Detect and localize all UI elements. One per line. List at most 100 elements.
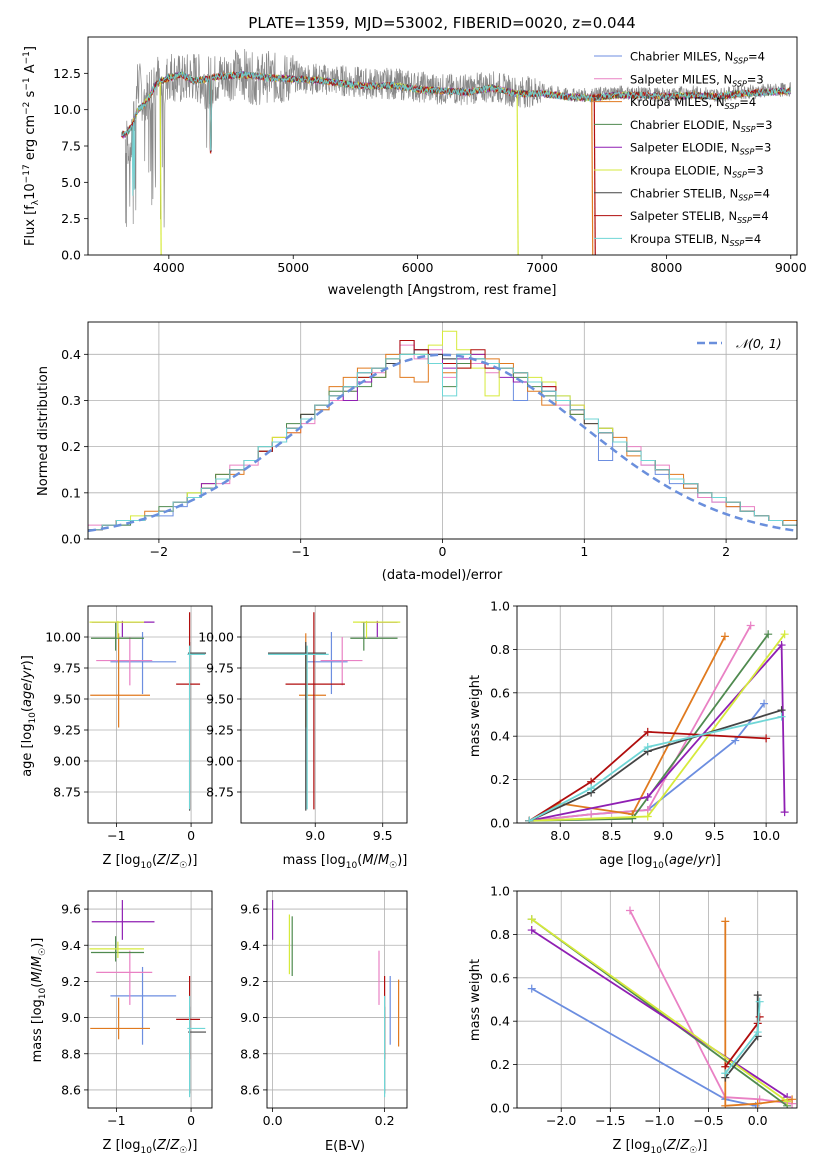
- x-tick-label: −2.0: [546, 1113, 576, 1128]
- weight-point-marker: [762, 734, 771, 743]
- x-tick-label: 0: [439, 544, 447, 559]
- weight-point-marker: [755, 1095, 764, 1104]
- age-z-ylabel: age [log10(age/yr)]: [20, 655, 38, 777]
- histogram-steps: [88, 330, 797, 539]
- weight-point-marker: [721, 1069, 730, 1078]
- weight-point-marker: [721, 1101, 730, 1108]
- legend-label: Salpeter MILES, NSSP=3: [630, 72, 764, 88]
- y-tick-label: 9.75: [206, 661, 234, 676]
- legend-label: Chabrier MILES, NSSP=4: [630, 50, 765, 66]
- y-tick-label: 9.25: [206, 723, 234, 738]
- y-tick-label: 0.2: [61, 439, 81, 454]
- spectrum-lines: [121, 48, 792, 255]
- y-tick-label: 0.4: [490, 1014, 510, 1029]
- x-tick-label: −1: [107, 828, 125, 843]
- y-tick-label: 2.5: [61, 211, 81, 226]
- model-dropout-line: [591, 98, 594, 255]
- legend-label: Kroupa MILES, NSSP=4: [630, 95, 756, 111]
- weight-point-marker: [731, 736, 740, 745]
- y-tick-label: 0.4: [61, 347, 81, 362]
- weight-point-marker: [721, 917, 730, 926]
- axes-frame: [240, 605, 408, 824]
- weight-point-marker: [628, 814, 637, 823]
- age-vs-metallicity-panel: −1 0 8.75 9.00 9.25 9.50 9.75 10.00: [45, 605, 213, 843]
- x-tick-label: 0: [187, 828, 195, 843]
- axes-frame: [87, 321, 798, 540]
- weight-point-marker: [777, 641, 786, 650]
- mass-z-xlabel: Z [log10(Z/Z☉)]: [103, 1138, 198, 1156]
- y-tick-label: 0.0: [490, 1101, 510, 1116]
- histogram-panel: −2 −1 0 1 2 0.0 0.1 0.2 0.3 0.4 𝒩(0, 1): [61, 321, 798, 559]
- y-tick-label: 0.4: [490, 729, 510, 744]
- weight-point-marker: [764, 630, 773, 639]
- histogram-series-line: [88, 353, 797, 539]
- legend-label: Kroupa STELIB, NSSP=4: [630, 232, 761, 248]
- legend-label: Chabrier ELODIE, NSSP=3: [630, 118, 772, 134]
- x-tick-label: 10.0: [752, 828, 780, 843]
- weight-point-marker: [780, 630, 789, 639]
- x-tick-label: 7000: [526, 260, 558, 275]
- x-tick-label: −0.5: [693, 1113, 723, 1128]
- axes-frame: [516, 890, 798, 1109]
- x-tick-label: 0.0: [263, 1113, 283, 1128]
- x-tick-label: 9000: [775, 260, 807, 275]
- axes-frame: [516, 605, 798, 824]
- y-tick-label: 7.5: [61, 139, 81, 154]
- x-tick-label: 1: [580, 544, 588, 559]
- y-tick-label: 9.4: [61, 938, 81, 953]
- y-tick-label: 9.4: [240, 938, 260, 953]
- y-tick-label: 9.0: [240, 1010, 260, 1025]
- mass-weight-vs-metallicity-panel: −2.0 −1.5 −1.0 −0.5 0.0 0.0 0.2 0.4 0.6 0.8 1.0: [490, 884, 798, 1128]
- weight-point-marker: [643, 727, 652, 736]
- weight-point-marker: [760, 699, 769, 708]
- weight-point-marker: [746, 621, 755, 630]
- x-tick-label: 4000: [153, 260, 185, 275]
- y-tick-label: 10.00: [45, 630, 81, 645]
- weight-point-marker: [643, 792, 652, 801]
- y-tick-label: 9.50: [206, 692, 234, 707]
- weight-point-marker: [783, 1097, 792, 1106]
- weight-point-marker: [527, 984, 536, 993]
- axes-frame: [87, 36, 798, 256]
- mass-z-ylabel: mass [log10(M/M☉)]: [30, 938, 48, 1063]
- mass-vs-ebv-panel: 0.0 0.2 8.6 8.8 9.0 9.2 9.4 9.6: [240, 890, 408, 1128]
- x-tick-label: −1.5: [595, 1113, 625, 1128]
- axes-frame: [87, 605, 213, 824]
- axes-frame: [266, 890, 408, 1109]
- y-tick-label: 12.5: [53, 66, 81, 81]
- x-tick-label: −1: [291, 544, 309, 559]
- errorbars: [272, 900, 400, 1098]
- legend-label: Salpeter STELIB, NSSP=4: [630, 209, 769, 225]
- model-spectrum-line: [121, 71, 791, 196]
- legend-label: Salpeter ELODIE, NSSP=3: [630, 141, 771, 157]
- weight-point-marker: [587, 784, 596, 793]
- y-tick-label: 0.8: [490, 642, 510, 657]
- y-tick-label: 0.0: [61, 532, 81, 547]
- weight-z-ylabel: mass weight: [468, 959, 483, 1041]
- y-tick-label: 9.25: [53, 723, 81, 738]
- errorbars: [89, 612, 207, 811]
- x-tick-label: 6000: [402, 260, 434, 275]
- weight-series-line: [528, 635, 726, 822]
- x-tick-label: 9.5: [705, 828, 725, 843]
- age-mass-xlabel: mass [log10(M/M☉)]: [283, 853, 408, 871]
- x-tick-label: −1.0: [644, 1113, 674, 1128]
- weight-lines: [527, 906, 797, 1108]
- y-tick-label: 1.0: [490, 884, 510, 899]
- weight-point-marker: [643, 743, 652, 752]
- y-tick-label: 0.2: [490, 772, 510, 787]
- x-tick-label: 9.5: [373, 828, 393, 843]
- legend-label: Kroupa ELODIE, NSSP=3: [630, 164, 764, 180]
- y-tick-label: 1.0: [490, 599, 510, 614]
- weight-point-marker: [625, 906, 634, 915]
- x-tick-label: 2: [722, 544, 730, 559]
- x-tick-label: 5000: [277, 260, 309, 275]
- histogram-ylabel: Normed distribution: [36, 366, 51, 496]
- weight-point-marker: [643, 812, 652, 821]
- weight-point-marker: [587, 810, 596, 819]
- x-tick-label: 0.0: [748, 1113, 768, 1128]
- y-tick-label: 9.0: [61, 1010, 81, 1025]
- y-tick-label: 5.0: [61, 175, 81, 190]
- errorbars: [267, 612, 401, 811]
- weight-z-xlabel: Z [log10(Z/Z☉)]: [613, 1138, 708, 1156]
